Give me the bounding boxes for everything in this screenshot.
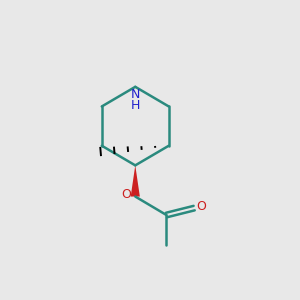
Text: O: O <box>196 200 206 213</box>
Text: H: H <box>130 99 140 112</box>
Text: N: N <box>130 88 140 101</box>
Polygon shape <box>131 165 140 196</box>
Text: O: O <box>122 188 131 201</box>
